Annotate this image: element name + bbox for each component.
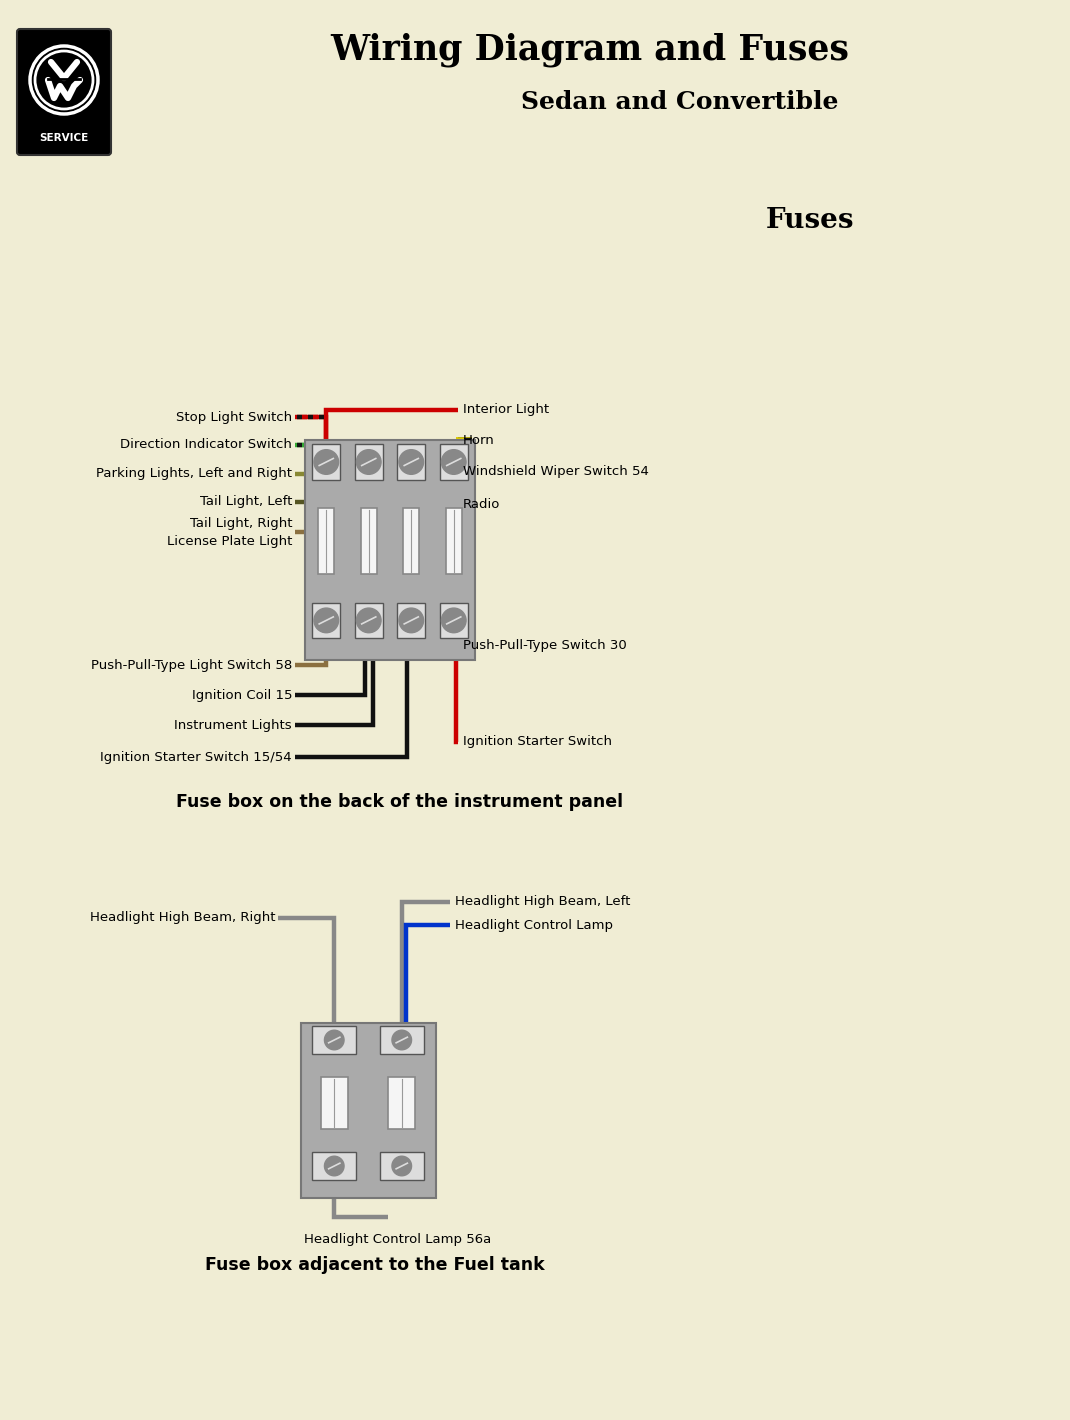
Circle shape	[392, 1030, 412, 1049]
Circle shape	[399, 450, 424, 474]
Text: Headlight Control Lamp: Headlight Control Lamp	[455, 919, 613, 932]
Text: Interior Light: Interior Light	[463, 403, 549, 416]
Text: Tail Light, Right: Tail Light, Right	[189, 517, 292, 531]
Bar	[403, 508, 419, 574]
Text: Fuse box adjacent to the Fuel tank: Fuse box adjacent to the Fuel tank	[205, 1257, 545, 1274]
Text: Fuses: Fuses	[766, 206, 854, 233]
Circle shape	[356, 608, 381, 633]
Text: Instrument Lights: Instrument Lights	[174, 719, 292, 731]
Bar	[305, 440, 475, 660]
Bar	[312, 444, 340, 480]
Text: Headlight High Beam, Right: Headlight High Beam, Right	[90, 912, 275, 924]
Ellipse shape	[33, 50, 95, 111]
Circle shape	[356, 450, 381, 474]
Text: Ignition Starter Switch 15/54: Ignition Starter Switch 15/54	[101, 751, 292, 764]
Bar	[397, 444, 425, 480]
Bar	[446, 508, 462, 574]
Text: Wiring Diagram and Fuses: Wiring Diagram and Fuses	[331, 33, 850, 67]
Circle shape	[324, 1030, 345, 1049]
Bar	[440, 444, 468, 480]
Bar	[388, 1076, 415, 1129]
Text: License Plate Light: License Plate Light	[167, 535, 292, 548]
Circle shape	[324, 1156, 345, 1176]
Bar	[321, 1076, 348, 1129]
Circle shape	[314, 450, 338, 474]
Text: Parking Lights, Left and Right: Parking Lights, Left and Right	[96, 467, 292, 480]
Bar	[380, 1027, 424, 1054]
Bar	[397, 604, 425, 638]
Text: Ignition Starter Switch: Ignition Starter Switch	[463, 736, 612, 748]
Text: Fuse box on the back of the instrument panel: Fuse box on the back of the instrument p…	[177, 792, 624, 811]
Bar	[440, 604, 468, 638]
Bar	[301, 1022, 435, 1197]
Text: Sedan and Convertible: Sedan and Convertible	[521, 89, 839, 114]
Bar	[380, 1152, 424, 1180]
Bar	[361, 508, 377, 574]
Bar	[312, 1152, 356, 1180]
Text: Direction Indicator Switch: Direction Indicator Switch	[120, 439, 292, 452]
Text: Tail Light, Left: Tail Light, Left	[200, 496, 292, 508]
Bar	[312, 1027, 356, 1054]
Text: Headlight Control Lamp 56a: Headlight Control Lamp 56a	[304, 1233, 491, 1245]
Bar	[318, 508, 334, 574]
Text: Headlight High Beam, Left: Headlight High Beam, Left	[455, 896, 630, 909]
Bar	[312, 604, 340, 638]
Bar	[355, 604, 383, 638]
Text: Stop Light Switch: Stop Light Switch	[175, 410, 292, 423]
Text: Windshield Wiper Switch 54: Windshield Wiper Switch 54	[463, 466, 648, 479]
Text: SERVICE: SERVICE	[40, 132, 89, 142]
Circle shape	[442, 450, 467, 474]
Circle shape	[314, 608, 338, 633]
Circle shape	[392, 1156, 412, 1176]
Text: Push-Pull-Type Switch 30: Push-Pull-Type Switch 30	[463, 639, 627, 652]
Bar	[355, 444, 383, 480]
FancyBboxPatch shape	[17, 28, 111, 155]
Text: Radio: Radio	[463, 497, 501, 511]
Circle shape	[442, 608, 467, 633]
Text: Horn: Horn	[463, 433, 494, 446]
Text: Push-Pull-Type Light Switch 58: Push-Pull-Type Light Switch 58	[91, 659, 292, 672]
Circle shape	[399, 608, 424, 633]
Text: Ignition Coil 15: Ignition Coil 15	[192, 689, 292, 701]
